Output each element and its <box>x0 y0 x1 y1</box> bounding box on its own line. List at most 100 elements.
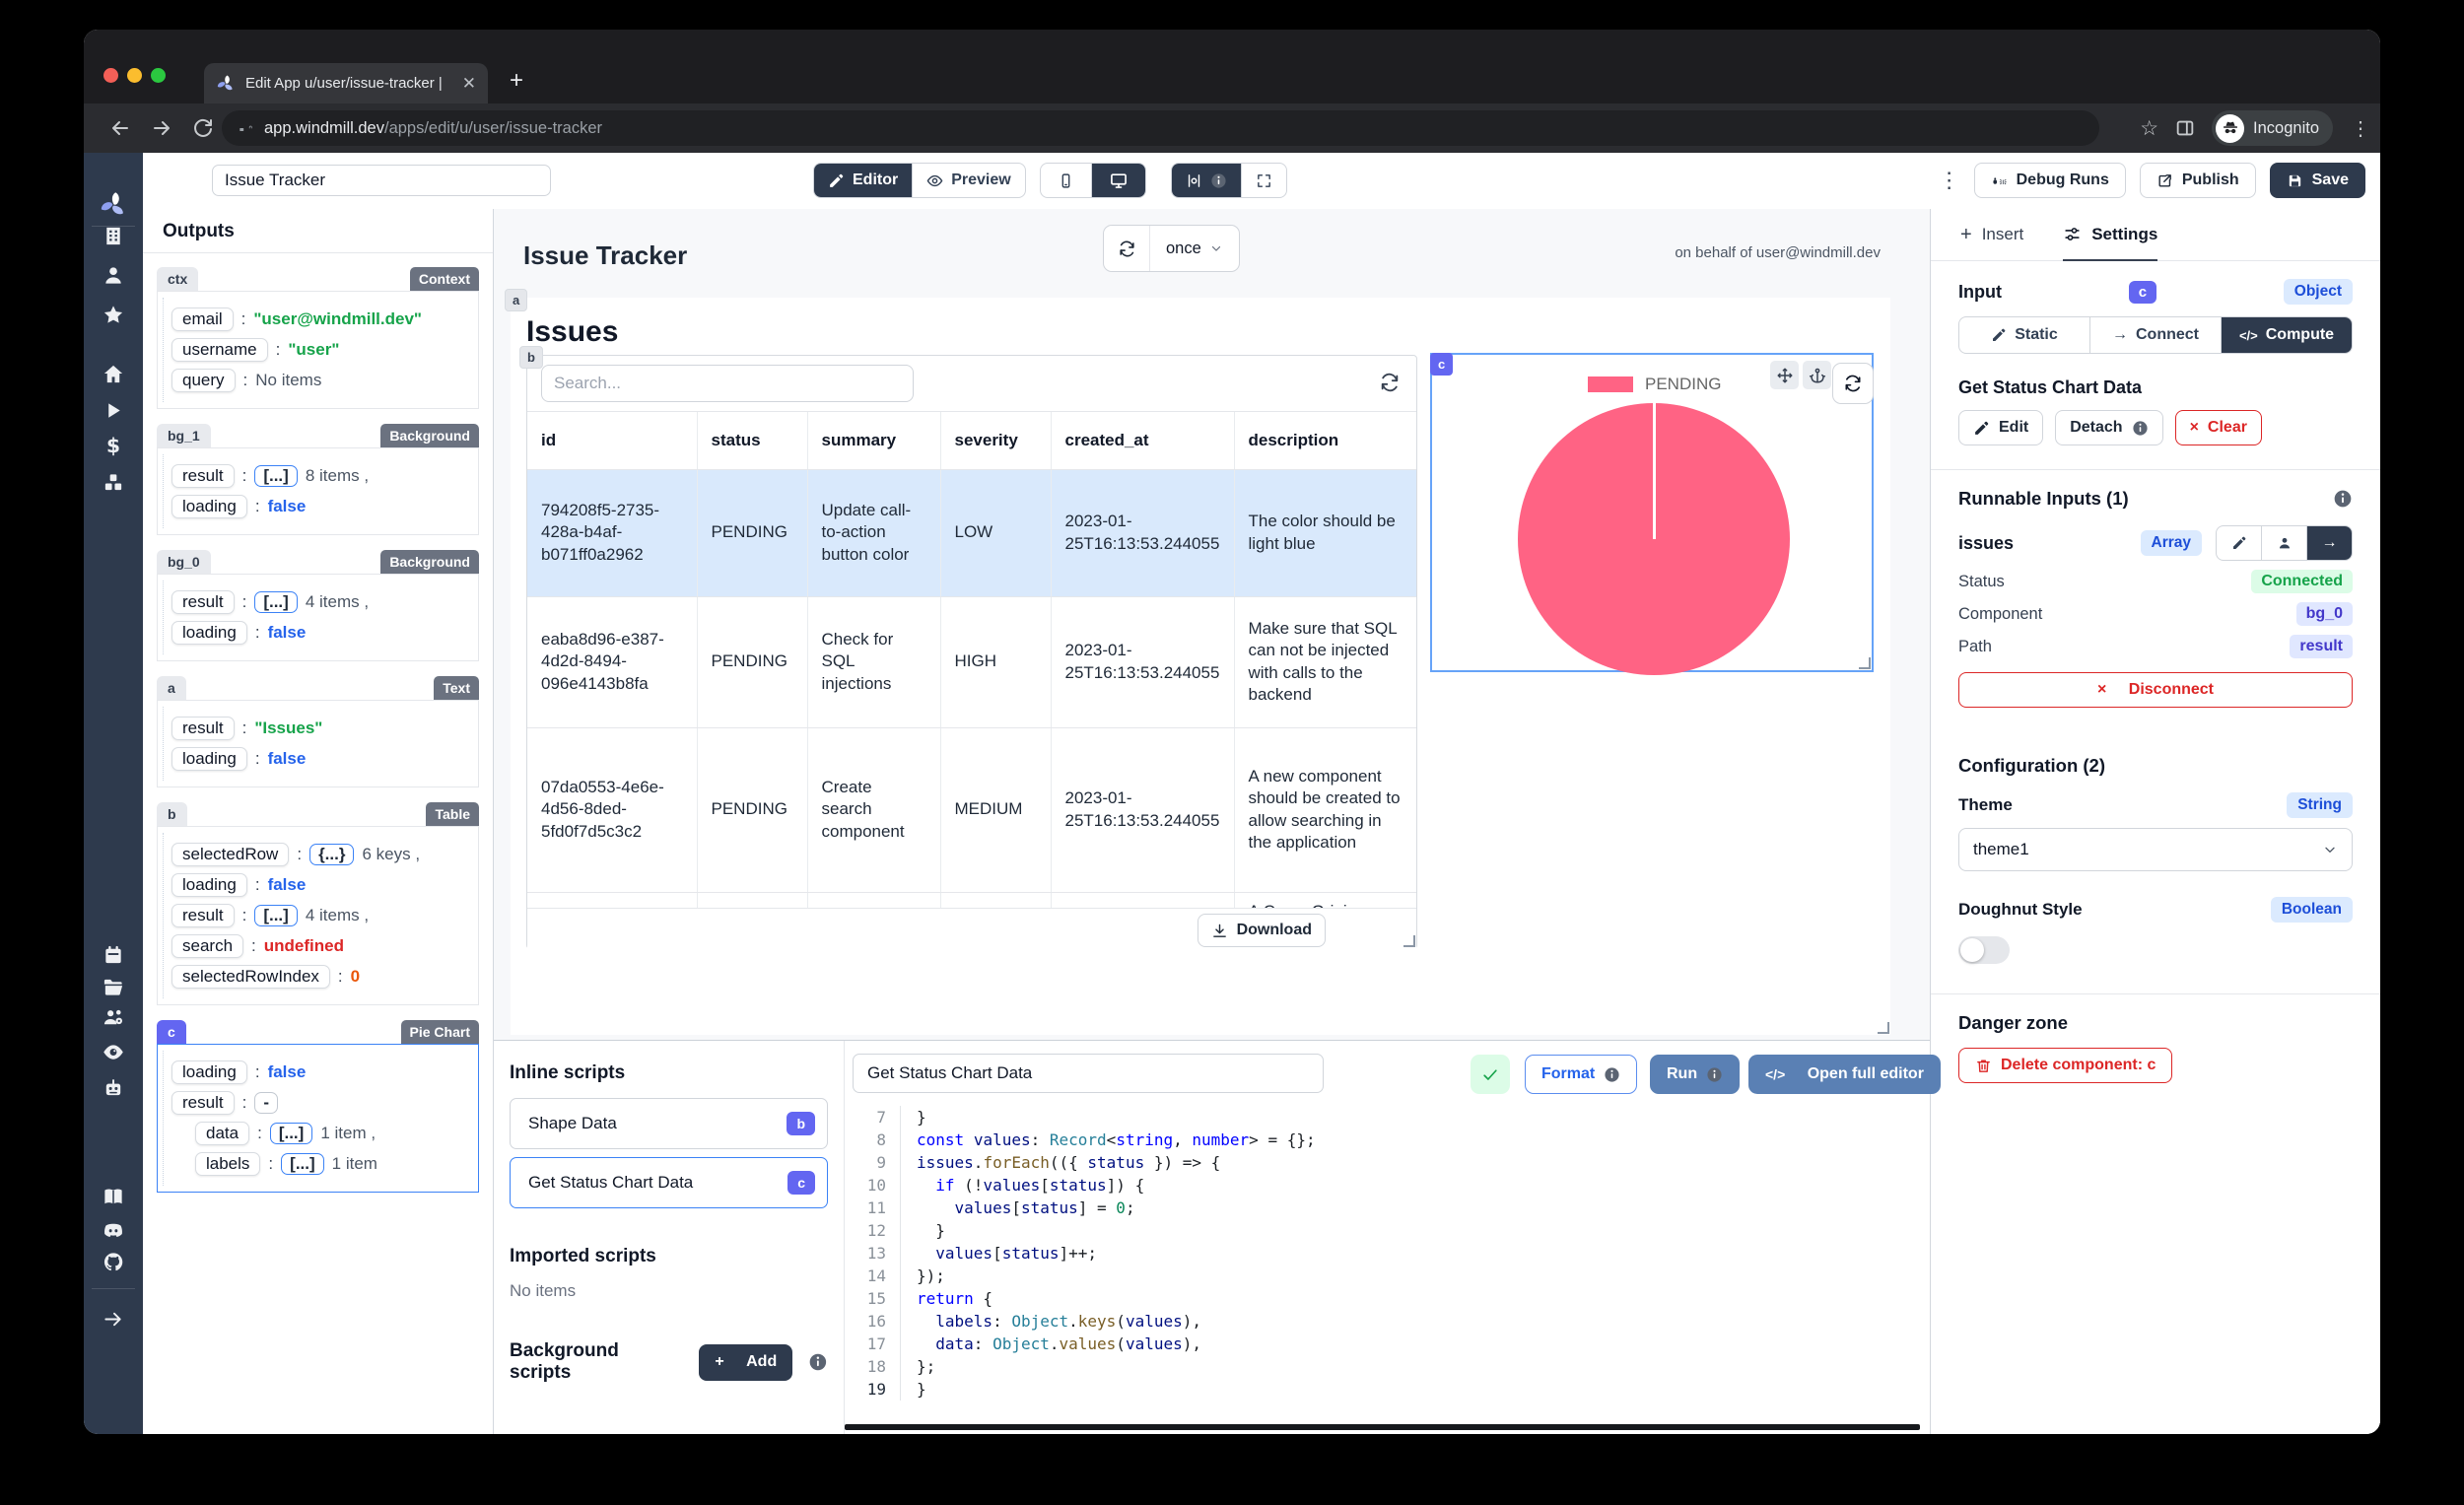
output-id-badge[interactable]: bg_1 <box>157 424 211 447</box>
doughnut-toggle[interactable] <box>1958 936 2010 964</box>
preview-mode-button[interactable]: Preview <box>913 164 1024 197</box>
add-background-script-button[interactable]: + Add <box>699 1343 793 1381</box>
output-row[interactable]: loading: false <box>171 1060 472 1084</box>
output-row[interactable]: data: [...] 1 item , <box>195 1122 472 1145</box>
refresh-mode-dropdown[interactable]: once <box>1150 226 1239 271</box>
output-row[interactable]: selectedRowIndex:0 <box>171 965 472 989</box>
forward-icon[interactable] <box>150 116 173 140</box>
output-id-badge[interactable]: bg_0 <box>157 550 211 574</box>
column-header[interactable]: created_at <box>1051 412 1235 470</box>
connect-mode-button[interactable]: → <box>2307 526 2352 560</box>
static-mode-button[interactable] <box>2217 526 2262 560</box>
collapse-rail-button[interactable] <box>103 1308 125 1331</box>
output-row[interactable]: result: "Issues" <box>171 717 472 740</box>
open-full-editor-button[interactable]: </> Open full editor <box>1748 1055 1941 1094</box>
anchor-component-button[interactable] <box>1803 361 1831 389</box>
edit-button[interactable]: Edit <box>1958 410 2044 445</box>
column-header[interactable]: id <box>527 412 698 470</box>
debug-runs-button[interactable]: Debug Runs <box>1973 163 2126 198</box>
sidebar-item-user[interactable] <box>103 264 125 287</box>
side-panel-icon[interactable] <box>2174 117 2196 139</box>
more-menu-icon[interactable]: ⋮ <box>1938 168 1960 192</box>
sidebar-item-calendar[interactable] <box>103 943 125 966</box>
detach-button[interactable]: Detach <box>2055 410 2163 445</box>
connect-tab[interactable]: → Connect <box>2090 317 2222 353</box>
editor-mode-button[interactable]: Editor <box>814 164 914 197</box>
output-id-badge[interactable]: b <box>157 802 187 826</box>
output-row[interactable]: loading: false <box>171 873 472 897</box>
back-icon[interactable] <box>108 116 132 140</box>
output-row[interactable]: loading: false <box>171 621 472 645</box>
sidebar-item-robot[interactable] <box>103 1076 125 1099</box>
table-row[interactable]: 07da0553-4e6e-4d56-8ded-5fd0f7d5c3c2 PEND… <box>527 727 1416 893</box>
table-row[interactable]: 794208f5-2735-428a-b4af-b071ff0a2962 PEND… <box>527 469 1416 597</box>
output-row[interactable]: loading: false <box>171 747 472 771</box>
bookmark-star-icon[interactable]: ☆ <box>2140 116 2159 140</box>
sidebar-item-cubes[interactable] <box>103 471 125 494</box>
run-button[interactable]: Run <box>1650 1055 1741 1094</box>
inline-script-item[interactable]: Get Status Chart Data c <box>510 1157 828 1208</box>
browser-tab[interactable]: Edit App u/user/issue-tracker | ✕ <box>204 63 488 103</box>
chart-refresh-button[interactable] <box>1832 363 1874 404</box>
save-button[interactable]: Save <box>2269 163 2365 198</box>
publish-button[interactable]: Publish <box>2139 163 2256 198</box>
reload-icon[interactable] <box>191 116 215 140</box>
close-window-button[interactable] <box>103 68 118 83</box>
static-tab[interactable]: Static <box>1959 317 2090 353</box>
sidebar-item-play[interactable] <box>103 399 125 422</box>
output-row[interactable]: result: [...] 8 items , <box>171 464 472 488</box>
column-header[interactable]: summary <box>807 412 941 470</box>
tab-settings[interactable]: Settings <box>2063 221 2158 261</box>
sidebar-item-discord[interactable] <box>103 1219 125 1242</box>
desktop-view-button[interactable] <box>1092 164 1145 197</box>
tab-insert[interactable]: + Insert <box>1960 223 2024 245</box>
new-tab-button[interactable]: + <box>510 67 524 94</box>
output-row[interactable]: loading: false <box>171 495 472 518</box>
sidebar-item-users-cog[interactable] <box>103 1006 125 1029</box>
download-button[interactable]: Download <box>1197 914 1326 947</box>
column-header[interactable]: description <box>1234 412 1416 470</box>
user-mode-button[interactable] <box>2262 526 2307 560</box>
inline-script-item[interactable]: Shape Data b <box>510 1098 828 1149</box>
component-badge-b[interactable]: b <box>519 346 543 369</box>
column-header[interactable]: severity <box>940 412 1052 470</box>
output-row[interactable]: query: No items <box>171 369 472 392</box>
output-row[interactable]: result: [...] 4 items , <box>171 904 472 927</box>
output-row[interactable]: result: - <box>171 1091 472 1115</box>
pie-chart-component[interactable]: c PENDING <box>1430 353 1874 675</box>
sidebar-item-eye[interactable] <box>103 1041 125 1063</box>
browser-menu-icon[interactable]: ⋮ <box>2351 117 2370 140</box>
minimize-window-button[interactable] <box>127 68 142 83</box>
sidebar-item-dollar[interactable]: $ <box>103 435 125 457</box>
output-row[interactable]: result: [...] 4 items , <box>171 590 472 614</box>
output-id-badge[interactable]: a <box>157 676 186 700</box>
sidebar-item-github[interactable] <box>103 1251 125 1273</box>
component-badge-c[interactable]: c <box>1430 353 1454 376</box>
refresh-app-button[interactable] <box>1104 226 1150 271</box>
address-bar[interactable]: app.windmill.dev/apps/edit/u/user/issue-… <box>222 110 2099 146</box>
sidebar-item-building[interactable] <box>103 225 125 247</box>
output-id-badge[interactable]: ctx <box>157 267 199 291</box>
output-row[interactable]: labels: [...] 1 item <box>195 1152 472 1176</box>
table-search-input[interactable] <box>541 365 914 402</box>
sidebar-item-book[interactable] <box>103 1186 125 1208</box>
sidebar-item-folder[interactable] <box>103 976 125 998</box>
script-name-input[interactable] <box>853 1054 1324 1093</box>
output-row[interactable]: email: "user@windmill.dev" <box>171 308 472 331</box>
output-id-badge[interactable]: c <box>157 1020 186 1044</box>
code-area[interactable]: 7} 8 const values: Record<string, number> … <box>845 1106 1922 1422</box>
table-refresh-icon[interactable] <box>1379 372 1401 393</box>
compute-tab[interactable]: </> Compute <box>2222 317 2352 353</box>
theme-select[interactable]: theme1 <box>1958 828 2353 871</box>
table-row[interactable]: A Cross Origin <box>527 892 1416 908</box>
delete-component-button[interactable]: Delete component: c <box>1958 1048 2173 1083</box>
output-row[interactable]: username: "user" <box>171 338 472 362</box>
output-row[interactable]: selectedRow: {...} 6 keys , <box>171 843 472 866</box>
clear-button[interactable]: × Clear <box>2174 410 2262 445</box>
zoom-window-button[interactable] <box>151 68 166 83</box>
app-name-input[interactable] <box>212 165 551 196</box>
disconnect-button[interactable]: × Disconnect <box>1958 672 2353 708</box>
toggle-panels-button[interactable] <box>1172 164 1242 197</box>
move-component-button[interactable] <box>1770 361 1799 389</box>
sidebar-item-home[interactable] <box>103 363 125 385</box>
